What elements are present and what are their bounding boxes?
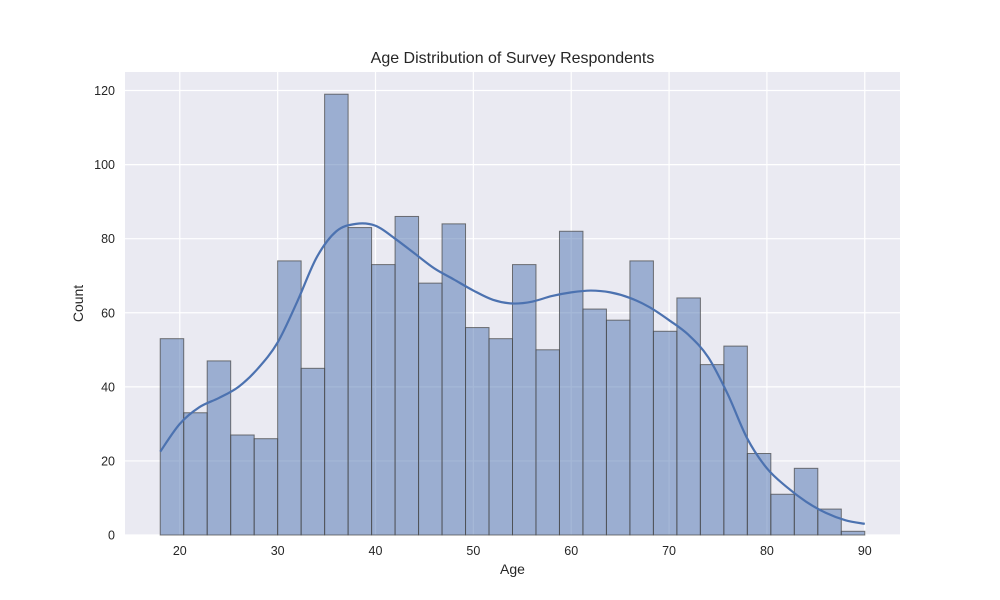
- histogram-bar: [746, 453, 772, 536]
- kde-curve: [159, 222, 865, 525]
- histogram-bar: [394, 215, 420, 536]
- histogram-bar: [253, 438, 279, 536]
- histogram-bar: [723, 345, 748, 536]
- x-tick-label: 30: [271, 544, 285, 558]
- histogram-bar: [230, 434, 255, 536]
- x-tick-label: 70: [662, 544, 676, 558]
- y-tick-label: 60: [101, 306, 115, 320]
- histogram-bar: [488, 338, 513, 536]
- x-tick-label: 80: [760, 544, 774, 558]
- chart-title: Age Distribution of Survey Respondents: [371, 50, 655, 67]
- y-tick-label: 100: [94, 158, 115, 172]
- histogram-bar: [441, 223, 467, 536]
- x-tick-label: 90: [858, 544, 872, 558]
- histogram-bars: [159, 93, 866, 536]
- histogram-bar: [347, 227, 373, 536]
- y-tick-label: 80: [101, 232, 115, 246]
- histogram-bar: [652, 330, 678, 536]
- x-tick-label: 40: [369, 544, 383, 558]
- y-tick-labels: 0 20 40 60 80 100 120: [94, 84, 115, 542]
- histogram-bar: [582, 308, 607, 536]
- histogram-bar: [699, 364, 725, 536]
- x-tick-label: 60: [564, 544, 578, 558]
- x-tick-labels: 20 30 40 50 60 70 80 90: [173, 544, 872, 558]
- y-tick-label: 0: [108, 529, 115, 543]
- x-tick-label: 20: [173, 544, 187, 558]
- histogram-bar: [418, 282, 443, 536]
- y-axis-label: Count: [70, 285, 86, 322]
- histogram-bar: [605, 319, 631, 536]
- x-tick-label: 50: [466, 544, 480, 558]
- histogram-bar: [770, 493, 795, 536]
- histogram-bar: [300, 367, 326, 536]
- histogram-bar: [324, 93, 349, 536]
- histogram-bar: [159, 338, 185, 536]
- y-tick-label: 20: [101, 454, 115, 468]
- histogram-bar: [817, 508, 842, 536]
- histogram-bar: [840, 530, 866, 536]
- histogram-bar: [371, 264, 396, 536]
- x-axis-label: Age: [500, 561, 525, 577]
- histogram-bar: [465, 327, 490, 536]
- histogram-bar: [558, 230, 584, 536]
- histogram-bar: [512, 264, 537, 536]
- histogram-bar: [535, 349, 560, 536]
- y-tick-label: 120: [94, 84, 115, 98]
- histogram-bar: [206, 360, 232, 536]
- y-tick-label: 40: [101, 380, 115, 394]
- histogram-bar: [183, 412, 208, 536]
